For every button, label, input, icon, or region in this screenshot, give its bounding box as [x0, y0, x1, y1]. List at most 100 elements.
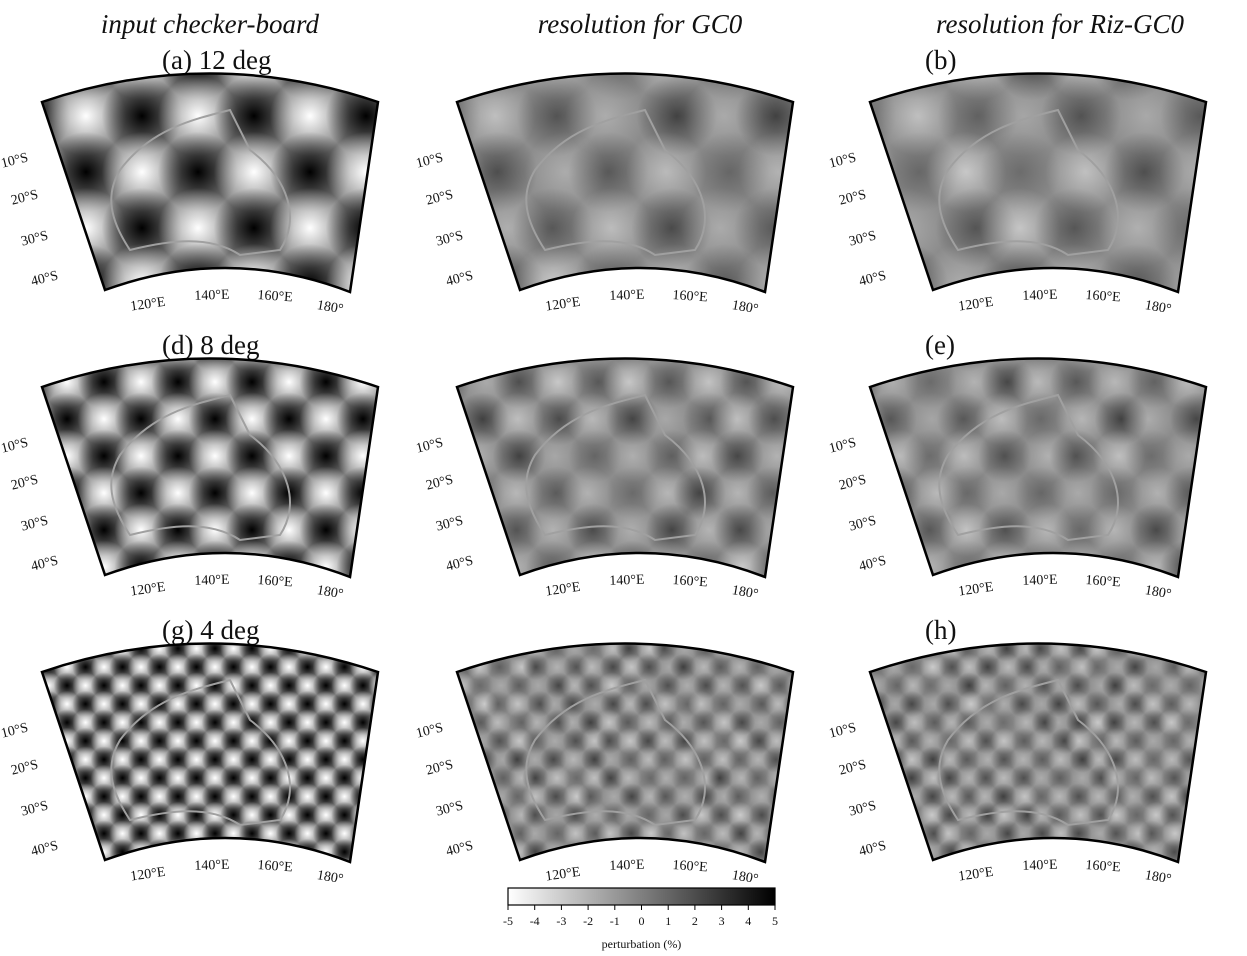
lon-label: 140°E [609, 288, 645, 304]
anomaly [900, 839, 927, 866]
colorbar-tick-label: -5 [503, 914, 513, 928]
anomaly [973, 617, 1000, 644]
anomaly [1011, 617, 1038, 644]
panel-label: (e) [925, 330, 955, 360]
lon-label: 140°E [194, 288, 230, 304]
anomaly [843, 635, 870, 662]
anomaly [1193, 635, 1220, 662]
lat-label: 10°S [0, 435, 30, 456]
colorbar-tick-label: -4 [530, 914, 540, 928]
anomaly [294, 617, 321, 644]
anomaly [1176, 635, 1203, 662]
lon-label: 140°E [194, 858, 230, 874]
anomaly [504, 857, 531, 884]
lat-label: 20°S [838, 187, 868, 208]
anomaly [1068, 617, 1095, 644]
lon-label: 180° [316, 868, 345, 887]
panel-label: (d) 8 deg [162, 330, 259, 360]
lat-label: 10°S [0, 720, 30, 741]
anomaly [785, 820, 812, 847]
anomaly [865, 728, 892, 755]
anomaly [598, 617, 625, 644]
anomaly [331, 635, 358, 662]
lon-label: 120°E [130, 865, 167, 885]
colorbar [508, 888, 775, 905]
anomaly [421, 318, 474, 371]
anomaly [1196, 617, 1223, 644]
anomaly [468, 617, 495, 644]
lat-label: 30°S [435, 513, 465, 534]
anomaly [1160, 635, 1187, 662]
anomaly [991, 617, 1018, 644]
anomaly [1197, 654, 1224, 681]
anomaly [368, 746, 395, 773]
colorbar-tick-label: 5 [772, 914, 778, 928]
anomaly [921, 857, 948, 884]
anomaly [299, 318, 352, 371]
anomaly [881, 802, 908, 829]
lat-label: 40°S [445, 268, 475, 289]
lon-label: 160°E [1085, 288, 1121, 305]
lon-label: 160°E [257, 288, 293, 305]
anomaly [866, 635, 893, 662]
anomaly [750, 540, 803, 593]
anomaly [35, 857, 62, 884]
anomaly [331, 617, 358, 644]
anomaly [785, 617, 812, 644]
anomaly [17, 672, 44, 699]
anomaly [460, 318, 513, 371]
lon-label: 160°E [1085, 573, 1121, 590]
anomaly [744, 617, 771, 644]
lon-label: 160°E [672, 288, 708, 305]
lat-label: 10°S [828, 150, 858, 171]
lon-label: 160°E [257, 858, 293, 875]
lat-label: 20°S [838, 757, 868, 778]
anomaly [634, 617, 661, 644]
anomaly [710, 617, 737, 644]
anomaly [1194, 857, 1221, 884]
anomaly [368, 820, 395, 847]
anomaly [17, 857, 44, 884]
lon-label: 180° [1144, 583, 1173, 602]
anomaly [784, 839, 811, 866]
anomaly [165, 857, 192, 884]
anomaly [782, 746, 809, 773]
colorbar-label: perturbation (%) [602, 937, 682, 951]
map-field [414, 318, 835, 605]
anomaly [128, 617, 155, 644]
lat-label: 40°S [30, 268, 60, 289]
anomaly [40, 318, 93, 371]
colorbar-tick-label: -1 [610, 914, 620, 928]
anomaly [453, 746, 480, 773]
anomaly [1085, 617, 1112, 644]
lon-label: 160°E [257, 573, 293, 590]
lon-label: 120°E [958, 865, 995, 885]
lat-label: 30°S [848, 228, 878, 249]
anomaly [430, 857, 457, 884]
anomaly [1102, 617, 1129, 644]
lat-label: 30°S [848, 513, 878, 534]
lon-label: 180° [731, 583, 760, 602]
anomaly [1198, 728, 1225, 755]
anomaly [469, 802, 496, 829]
anomaly [573, 244, 654, 325]
lat-label: 20°S [425, 472, 455, 493]
lat-label: 20°S [10, 187, 40, 208]
anomaly [35, 765, 62, 792]
anomaly [562, 617, 589, 644]
anomaly [580, 617, 607, 644]
panel-label: (g) 4 deg [162, 615, 259, 645]
lon-label: 180° [1144, 298, 1173, 317]
colorbar-tick-label: 1 [665, 914, 671, 928]
lat-label: 30°S [20, 228, 50, 249]
lon-label: 140°E [194, 573, 230, 589]
anomaly [336, 540, 389, 593]
lat-label: 10°S [828, 720, 858, 741]
anomaly [77, 318, 130, 371]
anomaly [1158, 617, 1185, 644]
figure: input checker-boardresolution for GC0res… [0, 0, 1247, 956]
anomaly [693, 617, 720, 644]
anomaly [429, 691, 456, 718]
anomaly [449, 617, 476, 644]
panel-label: (h) [925, 615, 956, 645]
